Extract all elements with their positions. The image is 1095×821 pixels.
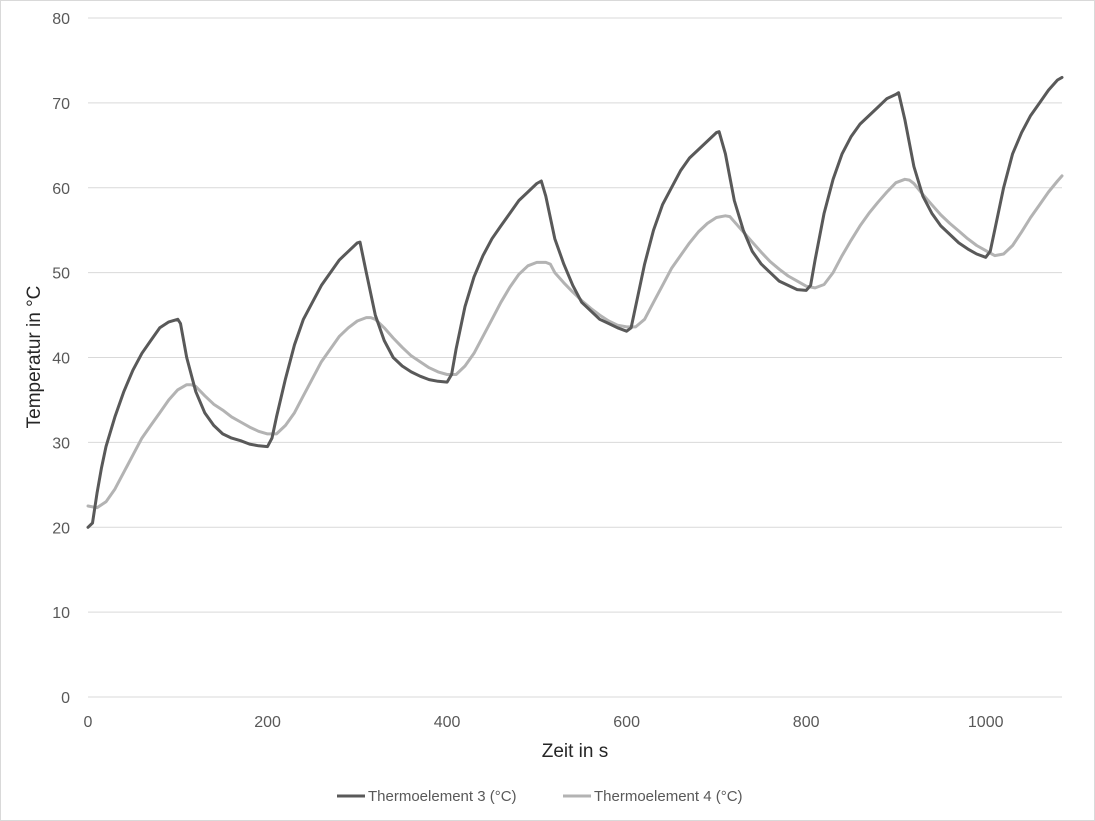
- legend-label-series-1: Thermoelement 3 (°C): [368, 788, 517, 805]
- y-axis-ticks: 0 10 20 30 40 50 60 70 80: [52, 11, 70, 707]
- x-tick-label: 800: [793, 714, 820, 731]
- x-tick-label: 400: [434, 714, 461, 731]
- y-tick-label: 80: [52, 11, 70, 28]
- x-tick-label: 200: [254, 714, 281, 731]
- y-tick-label: 30: [52, 435, 70, 452]
- legend-label-series-2: Thermoelement 4 (°C): [594, 788, 743, 805]
- y-axis-title: Temperatur in °C: [24, 286, 45, 429]
- y-tick-label: 20: [52, 520, 70, 537]
- y-tick-label: 0: [61, 690, 70, 707]
- y-tick-label: 70: [52, 96, 70, 113]
- y-tick-label: 60: [52, 181, 70, 198]
- x-tick-label: 600: [613, 714, 640, 731]
- series-line-1: [86, 75, 1064, 529]
- y-tick-label: 10: [52, 605, 70, 622]
- y-tick-label: 50: [52, 266, 70, 283]
- x-tick-label: 0: [84, 714, 93, 731]
- series-lines: [86, 75, 1064, 529]
- x-axis-title: Zeit in s: [542, 741, 609, 762]
- y-tick-label: 40: [52, 351, 70, 368]
- series-line-2: [86, 174, 1064, 510]
- legend: Thermoelement 3 (°C) Thermoelement 4 (°C…: [337, 788, 743, 805]
- x-tick-label: 1000: [968, 714, 1004, 731]
- x-axis-ticks: 0 200 400 600 800 1000: [84, 714, 1004, 731]
- gridlines: [88, 17, 1062, 698]
